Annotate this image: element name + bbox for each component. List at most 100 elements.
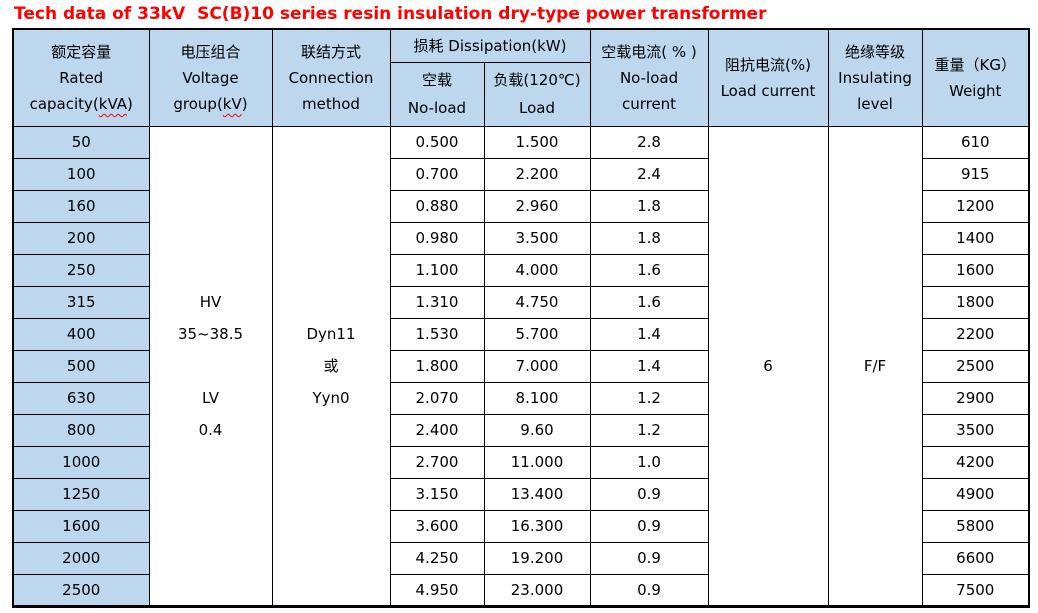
- capacity-cell: 315: [12, 285, 150, 319]
- header-connection-method: 联结方式 Connection method: [271, 28, 391, 127]
- header-rated-capacity: 额定容量 Rated capacity(kVA): [12, 28, 150, 127]
- no-load-loss-cell: 4.250: [389, 541, 485, 575]
- load-loss-cell: 8.100: [483, 381, 591, 415]
- header-dissipation: 损耗 Dissipation(kW): [389, 28, 591, 63]
- spec-table-body: 50 HV 35~38.5 LV 0.4 Dyn11 或 Yyn0 0.500 1.500 2.8 6…: [12, 125, 1030, 607]
- weight-cell: 610: [921, 125, 1030, 159]
- no-load-loss-cell: 2.070: [389, 381, 485, 415]
- capacity-cell: 2000: [12, 541, 150, 575]
- header-insulating-level-en2: level: [857, 94, 893, 113]
- impedance-current-cell: 6: [707, 125, 829, 607]
- header-no-load-loss-zh: 空载: [421, 71, 452, 89]
- load-loss-cell: 19.200: [483, 541, 591, 575]
- no-load-current-cell: 0.9: [589, 541, 709, 575]
- voltage-group-cell-line: 0.4: [198, 420, 223, 439]
- header-voltage-group-en1: Voltage: [182, 68, 239, 87]
- capacity-cell: 1250: [12, 477, 150, 511]
- header-impedance-current-en1: Load current: [720, 81, 816, 100]
- header-insulating-level-en1: Insulating: [838, 68, 912, 87]
- capacity-cell: 200: [12, 221, 150, 255]
- header-impedance-current: 阻抗电流(%) Load current: [707, 28, 829, 127]
- no-load-loss-cell: 4.950: [389, 573, 485, 607]
- table-row: 250 1.100 4.000 1.6 1600: [12, 253, 1030, 287]
- weight-cell: 7500: [921, 573, 1030, 607]
- voltage-group-cell: HV 35~38.5 LV 0.4: [148, 125, 273, 607]
- table-row: 2000 4.250 19.200 0.9 6600: [12, 541, 1030, 575]
- voltage-group-cell-line: 35~38.5: [177, 324, 244, 343]
- capacity-cell: 160: [12, 189, 150, 223]
- no-load-loss-cell: 0.980: [389, 221, 485, 255]
- table-row: 1250 3.150 13.400 0.9 4900: [12, 477, 1030, 511]
- weight-cell: 1800: [921, 285, 1030, 319]
- header-connection-method-en2: method: [302, 94, 360, 113]
- no-load-loss-cell: 1.310: [389, 285, 485, 319]
- weight-cell: 915: [921, 157, 1030, 191]
- weight-cell: 1200: [921, 189, 1030, 223]
- no-load-current-cell: 2.8: [589, 125, 709, 159]
- load-loss-cell: 4.750: [483, 285, 591, 319]
- capacity-cell: 250: [12, 253, 150, 287]
- header-insulating-level-zh: 绝缘等级: [845, 42, 906, 61]
- table-row: 100 0.700 2.200 2.4 915: [12, 157, 1030, 191]
- table-row: 630 2.070 8.100 1.2 2900: [12, 381, 1030, 415]
- header-no-load-current-en1: No-load: [619, 68, 679, 87]
- header-voltage-group-en2: group(kV): [173, 94, 248, 113]
- header-impedance-current-zh: 阻抗电流(%): [725, 55, 811, 74]
- header-weight: 重量（KG） Weight: [921, 28, 1030, 127]
- connection-method-cell-line: Dyn11: [306, 324, 356, 343]
- capacity-cell: 800: [12, 413, 150, 447]
- header-no-load-current-zh: 空载电流( % ): [601, 42, 697, 61]
- header-no-load-loss: 空载 No-load: [389, 61, 485, 127]
- connection-method-cell-line: Yyn0: [312, 388, 350, 407]
- load-loss-cell: 11.000: [483, 445, 591, 479]
- no-load-loss-cell: 0.500: [389, 125, 485, 159]
- no-load-loss-cell: 1.100: [389, 253, 485, 287]
- spellcheck-squiggle: kVA: [98, 94, 128, 113]
- capacity-cell: 100: [12, 157, 150, 191]
- load-loss-cell: 23.000: [483, 573, 591, 607]
- no-load-current-cell: 1.8: [589, 189, 709, 223]
- load-loss-cell: 4.000: [483, 253, 591, 287]
- load-loss-cell: 13.400: [483, 477, 591, 511]
- header-voltage-group: 电压组合 Voltage group(kV): [148, 28, 273, 127]
- table-row: 800 2.400 9.60 1.2 3500: [12, 413, 1030, 447]
- connection-method-cell-line: 或: [323, 356, 339, 375]
- capacity-cell: 1600: [12, 509, 150, 543]
- no-load-loss-cell: 2.400: [389, 413, 485, 447]
- load-loss-cell: 1.500: [483, 125, 591, 159]
- no-load-current-cell: 1.0: [589, 445, 709, 479]
- no-load-current-cell: 1.4: [589, 317, 709, 351]
- header-weight-en1: Weight: [949, 81, 1002, 100]
- no-load-loss-cell: 0.700: [389, 157, 485, 191]
- voltage-group-cell-line: [150, 350, 271, 382]
- page-title: Tech data of 33kV SC(B)10 series resin i…: [14, 4, 767, 24]
- header-rated-capacity-en2: capacity(kVA): [29, 94, 133, 113]
- capacity-cell: 50: [12, 125, 150, 159]
- no-load-loss-cell: 1.530: [389, 317, 485, 351]
- table-row: 400 1.530 5.700 1.4 2200: [12, 317, 1030, 351]
- no-load-current-cell: 1.8: [589, 221, 709, 255]
- no-load-loss-cell: 3.150: [389, 477, 485, 511]
- table-row: 2500 4.950 23.000 0.9 7500: [12, 573, 1030, 607]
- header-connection-method-zh: 联结方式: [300, 42, 361, 61]
- header-voltage-group-zh: 电压组合: [180, 42, 241, 61]
- weight-cell: 2200: [921, 317, 1030, 351]
- header-row-2: 空载 No-load 负载(120℃) Load: [13, 61, 1029, 127]
- table-row: 200 0.980 3.500 1.8 1400: [12, 221, 1030, 255]
- no-load-current-cell: 0.9: [589, 573, 709, 607]
- no-load-current-cell: 1.2: [589, 381, 709, 415]
- no-load-loss-cell: 0.880: [389, 189, 485, 223]
- table-row: 1600 3.600 16.300 0.9 5800: [12, 509, 1030, 543]
- weight-cell: 1400: [921, 221, 1030, 255]
- header-rated-capacity-zh: 额定容量: [51, 42, 112, 61]
- voltage-group-cell-line: LV: [202, 388, 219, 407]
- weight-cell: 4900: [921, 477, 1030, 511]
- header-no-load-loss-en: No-load: [407, 99, 467, 117]
- spellcheck-squiggle: kV: [222, 94, 242, 113]
- capacity-cell: 630: [12, 381, 150, 415]
- no-load-current-cell: 0.9: [589, 509, 709, 543]
- capacity-cell: 2500: [12, 573, 150, 607]
- no-load-loss-cell: 1.800: [389, 349, 485, 383]
- weight-cell: 5800: [921, 509, 1030, 543]
- connection-method-cell: Dyn11 或 Yyn0: [271, 125, 391, 607]
